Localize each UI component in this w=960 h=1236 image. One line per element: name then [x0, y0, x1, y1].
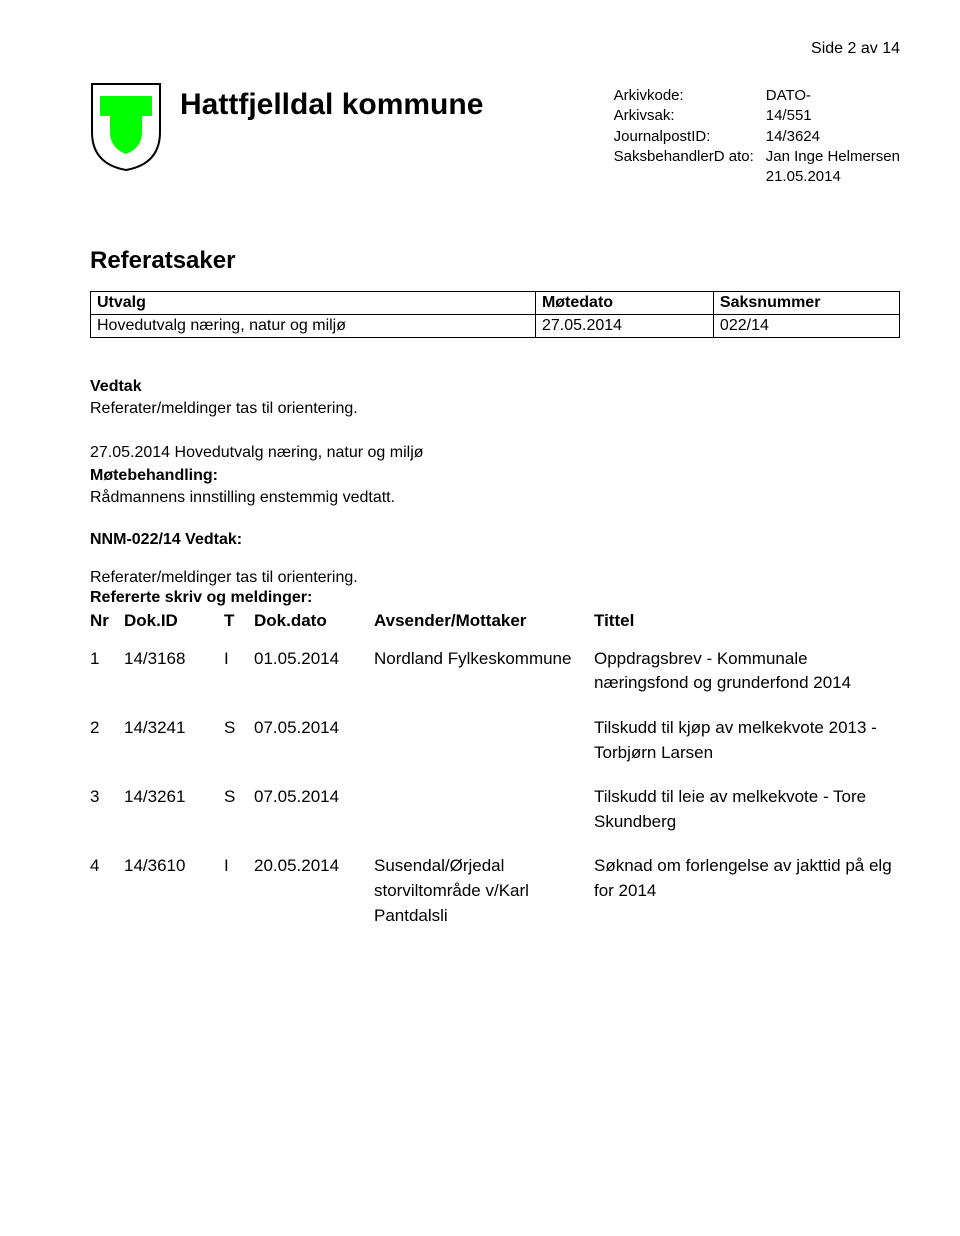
- refererte-table: Nr Dok.ID T Dok.dato Avsender/Mottaker T…: [90, 609, 900, 939]
- table-row: 114/3168I01.05.2014Nordland Fylkeskommun…: [90, 637, 900, 706]
- cell-t: I: [224, 637, 254, 706]
- col-saksnummer: Saksnummer: [713, 292, 899, 315]
- cell-nr: 1: [90, 637, 124, 706]
- cell-nr: 2: [90, 706, 124, 775]
- cell-dokdato: 07.05.2014: [254, 706, 374, 775]
- meta-value-saksbehandler: Jan Inge Helmersen: [766, 147, 900, 167]
- cell-dokdato: 01.05.2014: [254, 637, 374, 706]
- meta-value-dato: 21.05.2014: [766, 167, 900, 187]
- cell-avsender: Susendal/Ørjedal storviltområde v/Karl P…: [374, 844, 594, 938]
- cell-avsender: [374, 775, 594, 844]
- cell-avsender: Nordland Fylkeskommune: [374, 637, 594, 706]
- cell-saksnummer: 022/14: [713, 315, 899, 338]
- cell-dokid: 14/3241: [124, 706, 224, 775]
- col-utvalg: Utvalg: [91, 292, 536, 315]
- meta-value-arkivkode: DATO-: [766, 86, 900, 106]
- col-t: T: [224, 609, 254, 637]
- municipal-shield-icon: [90, 82, 162, 177]
- meta-label-journalpost: JournalpostID:: [614, 127, 754, 147]
- meta-label-arkivsak: Arkivsak:: [614, 106, 754, 126]
- cell-nr: 4: [90, 844, 124, 938]
- meta-label-arkivkode: Arkivkode:: [614, 86, 754, 106]
- cell-avsender: [374, 706, 594, 775]
- col-dokid: Dok.ID: [124, 609, 224, 637]
- cell-utvalg: Hovedutvalg næring, natur og miljø: [91, 315, 536, 338]
- cell-dokid: 14/3261: [124, 775, 224, 844]
- refererte-heading: Refererte skriv og meldinger:: [90, 589, 900, 607]
- cell-dokid: 14/3610: [124, 844, 224, 938]
- col-dokdato: Dok.dato: [254, 609, 374, 637]
- col-avsender: Avsender/Mottaker: [374, 609, 594, 637]
- motebehandling-heading: Møtebehandling:: [90, 467, 900, 485]
- table-row: Nr Dok.ID T Dok.dato Avsender/Mottaker T…: [90, 609, 900, 637]
- col-motedato: Møtedato: [535, 292, 713, 315]
- table-row: 414/3610I20.05.2014Susendal/Ørjedal stor…: [90, 844, 900, 938]
- table-row: 214/3241S07.05.2014 Tilskudd til kjøp av …: [90, 706, 900, 775]
- cell-tittel: Tilskudd til kjøp av melkekvote 2013 - T…: [594, 706, 900, 775]
- vedtak-heading: Vedtak: [90, 378, 900, 396]
- cell-t: S: [224, 775, 254, 844]
- table-row: 314/3261S07.05.2014 Tilskudd til leie av …: [90, 775, 900, 844]
- col-nr: Nr: [90, 609, 124, 637]
- utvalg-table: Utvalg Møtedato Saksnummer Hovedutvalg n…: [90, 291, 900, 338]
- cell-dokid: 14/3168: [124, 637, 224, 706]
- meta-label-saksbehandler: SaksbehandlerD ato:: [614, 147, 754, 167]
- page-marker: Side 2 av 14: [90, 40, 900, 58]
- cell-motedato: 27.05.2014: [535, 315, 713, 338]
- nnm-heading: NNM-022/14 Vedtak:: [90, 531, 900, 549]
- referatsaker-title: Referatsaker: [90, 247, 900, 275]
- cell-tittel: Søknad om forlengelse av jakttid på elg …: [594, 844, 900, 938]
- cell-tittel: Tilskudd til leie av melkekvote - Tore S…: [594, 775, 900, 844]
- cell-tittel: Oppdragsbrev - Kommunale næringsfond og …: [594, 637, 900, 706]
- motebehandling-text: Rådmannens innstilling enstemmig vedtatt…: [90, 487, 900, 509]
- nnm-text: Referater/meldinger tas til orientering.: [90, 567, 900, 589]
- document-header: Hattfjelldal kommune Arkivkode: Arkivsak…: [90, 82, 900, 187]
- table-row: Utvalg Møtedato Saksnummer: [91, 292, 900, 315]
- cell-t: S: [224, 706, 254, 775]
- cell-nr: 3: [90, 775, 124, 844]
- cell-t: I: [224, 844, 254, 938]
- meta-value-arkivsak: 14/551: [766, 106, 900, 126]
- kommune-title: Hattfjelldal kommune: [180, 82, 596, 122]
- meta-block: Arkivkode: Arkivsak: JournalpostID: Saks…: [614, 82, 900, 187]
- cell-dokdato: 20.05.2014: [254, 844, 374, 938]
- col-tittel: Tittel: [594, 609, 900, 637]
- cell-dokdato: 07.05.2014: [254, 775, 374, 844]
- table-row: Hovedutvalg næring, natur og miljø 27.05…: [91, 315, 900, 338]
- vedtak-text: Referater/meldinger tas til orientering.: [90, 398, 900, 420]
- meta-value-journalpost: 14/3624: [766, 127, 900, 147]
- motebehandling-dateline: 27.05.2014 Hovedutvalg næring, natur og …: [90, 442, 900, 464]
